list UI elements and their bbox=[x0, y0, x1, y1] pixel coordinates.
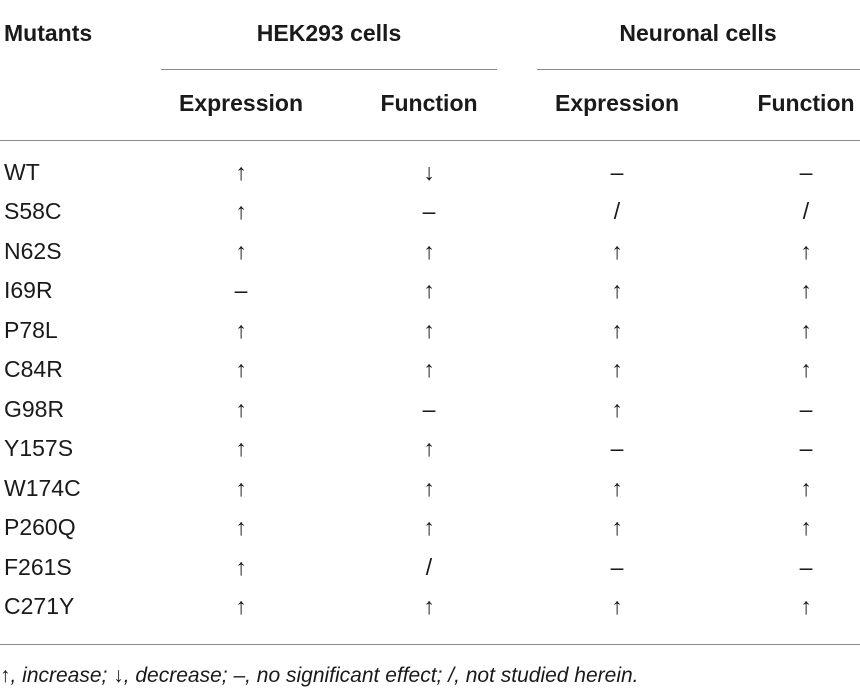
mutant-name: Y157S bbox=[4, 435, 74, 461]
neuronal-function-value: ↑ bbox=[800, 317, 812, 343]
header-rule bbox=[0, 140, 860, 141]
neuronal-expression-value: ↑ bbox=[611, 238, 623, 264]
neuronal-function-value: ↑ bbox=[800, 475, 812, 501]
hek-function-header: Function bbox=[380, 90, 478, 116]
hek-expression-value: ↑ bbox=[235, 514, 247, 540]
hek-expression-value: ↑ bbox=[235, 475, 247, 501]
hek293-group-rule bbox=[161, 69, 497, 70]
neuronal-function-value: ↑ bbox=[800, 514, 812, 540]
hek-function-value: ↑ bbox=[423, 238, 435, 264]
hek-expression-value: ↑ bbox=[235, 238, 247, 264]
hek-function-value: ↑ bbox=[423, 317, 435, 343]
mutant-name: P78L bbox=[4, 317, 58, 343]
neuronal-function-value: – bbox=[799, 554, 813, 580]
hek-expression-value: ↑ bbox=[235, 317, 247, 343]
hek-function-value: ↑ bbox=[423, 475, 435, 501]
bottom-rule bbox=[0, 644, 860, 645]
neuronal-function-value: ↑ bbox=[800, 277, 812, 303]
neuronal-expression-value: ↑ bbox=[611, 396, 623, 422]
mutant-name: W174C bbox=[4, 475, 81, 501]
neuronal-expression-value: – bbox=[610, 159, 624, 185]
mutant-name: S58C bbox=[4, 198, 62, 224]
mutant-name: C84R bbox=[4, 356, 63, 382]
hek-expression-value: ↑ bbox=[235, 435, 247, 461]
hek-function-value: – bbox=[422, 396, 436, 422]
hek-function-value: / bbox=[425, 554, 433, 580]
mutant-name: I69R bbox=[4, 277, 53, 303]
neuronal-function-value: – bbox=[799, 159, 813, 185]
neuronal-expression-value: – bbox=[610, 554, 624, 580]
hek-function-value: ↓ bbox=[423, 159, 435, 185]
mutant-name: G98R bbox=[4, 396, 65, 422]
mutants-header: Mutants bbox=[4, 20, 93, 46]
hek-expression-value: ↑ bbox=[235, 396, 247, 422]
neuronal-expression-value: ↑ bbox=[611, 475, 623, 501]
neuronal-expression-value: – bbox=[610, 435, 624, 461]
neuronal-group-rule bbox=[537, 69, 860, 70]
hek-function-value: ↑ bbox=[423, 356, 435, 382]
neuronal-function-value: ↑ bbox=[800, 238, 812, 264]
hek-function-value: ↑ bbox=[423, 514, 435, 540]
hek-function-value: ↑ bbox=[423, 277, 435, 303]
neuronal-expression-value: ↑ bbox=[611, 356, 623, 382]
mutant-name: WT bbox=[4, 159, 40, 185]
hek-expression-value: ↑ bbox=[235, 554, 247, 580]
hek-expression-header: Expression bbox=[179, 90, 303, 116]
hek-expression-value: – bbox=[234, 277, 248, 303]
hek-function-value: ↑ bbox=[423, 593, 435, 619]
neuronal-function-value: – bbox=[799, 396, 813, 422]
neuronal-expression-header: Expression bbox=[555, 90, 679, 116]
hek293-group-header: HEK293 cells bbox=[256, 20, 402, 46]
neuronal-expression-value: ↑ bbox=[611, 317, 623, 343]
hek-expression-value: ↑ bbox=[235, 159, 247, 185]
neuronal-group-header: Neuronal cells bbox=[619, 20, 777, 46]
hek-expression-value: ↑ bbox=[235, 593, 247, 619]
mutant-name: C271Y bbox=[4, 593, 75, 619]
neuronal-expression-value: ↑ bbox=[611, 277, 623, 303]
mutant-name: P260Q bbox=[4, 514, 76, 540]
neuronal-expression-value: ↑ bbox=[611, 514, 623, 540]
table-footnote: ↑, increase; ↓, decrease; –, no signific… bbox=[0, 664, 639, 687]
hek-function-value: ↑ bbox=[423, 435, 435, 461]
neuronal-expression-value: / bbox=[613, 198, 621, 224]
mutant-name: N62S bbox=[4, 238, 62, 264]
neuronal-function-value: ↑ bbox=[800, 356, 812, 382]
neuronal-function-value: – bbox=[799, 435, 813, 461]
hek-expression-value: ↑ bbox=[235, 356, 247, 382]
neuronal-function-value: / bbox=[802, 198, 810, 224]
neuronal-function-header: Function bbox=[757, 90, 855, 116]
mutant-name: F261S bbox=[4, 554, 72, 580]
neuronal-expression-value: ↑ bbox=[611, 593, 623, 619]
neuronal-function-value: ↑ bbox=[800, 593, 812, 619]
hek-expression-value: ↑ bbox=[235, 198, 247, 224]
hek-function-value: – bbox=[422, 198, 436, 224]
